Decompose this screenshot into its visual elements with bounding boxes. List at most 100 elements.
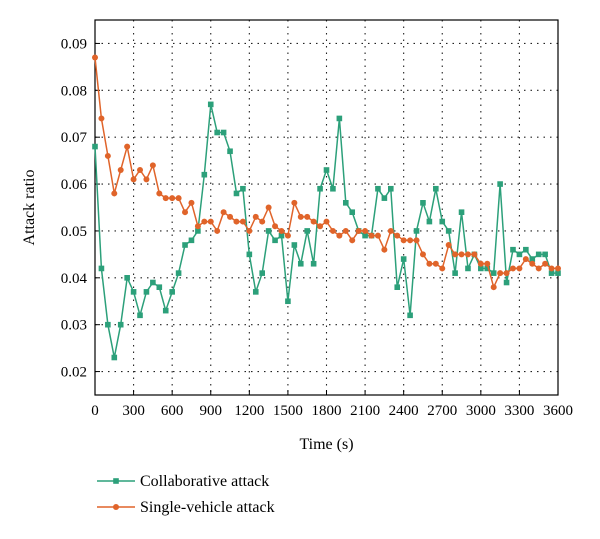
data-point-collaborative	[484, 265, 491, 272]
x-tick-label: 600	[161, 403, 184, 419]
data-point-single-vehicle	[117, 167, 124, 173]
y-tick-label: 0.08	[61, 83, 87, 99]
data-point-collaborative	[130, 289, 137, 295]
ticks: 0 300 600 900 1200 1500 1800 2100 2400 2700 3000 33…	[61, 36, 573, 419]
x-tick-label: 300	[122, 403, 145, 419]
x-tick-label: 0	[91, 403, 99, 419]
x-tick-label: 3000	[466, 403, 496, 419]
data-point-single-vehicle	[464, 251, 471, 258]
data-point-single-vehicle	[310, 218, 317, 225]
x-axis-label: Time (s)	[299, 436, 353, 453]
x-tick-label: 2400	[389, 403, 419, 419]
data-point-single-vehicle	[509, 265, 516, 272]
data-point-single-vehicle	[445, 242, 452, 248]
legend-marker-collaborative	[113, 478, 119, 484]
y-tick-label: 0.02	[61, 365, 87, 381]
data-point-collaborative	[92, 143, 98, 150]
data-point-single-vehicle	[220, 209, 227, 216]
data-point-collaborative	[201, 171, 208, 178]
data-point-single-vehicle	[201, 218, 208, 225]
data-point-collaborative	[542, 251, 548, 258]
data-point-collaborative	[503, 279, 510, 286]
data-point-collaborative	[265, 228, 272, 234]
y-tick-label: 0.03	[61, 318, 87, 334]
data-point-collaborative	[188, 237, 195, 244]
series	[92, 54, 561, 361]
data-point-collaborative	[490, 270, 497, 276]
data-point-collaborative	[555, 270, 561, 276]
data-point-single-vehicle	[149, 162, 156, 169]
y-tick-label: 0.07	[61, 130, 88, 146]
data-point-collaborative	[317, 185, 323, 192]
data-point-single-vehicle	[516, 265, 523, 272]
data-point-single-vehicle	[130, 176, 137, 183]
data-point-collaborative	[117, 321, 124, 328]
data-point-collaborative	[195, 228, 201, 234]
y-tick-label: 0.06	[61, 177, 88, 193]
data-point-single-vehicle	[413, 237, 420, 244]
data-point-single-vehicle	[503, 270, 510, 277]
data-point-single-vehicle	[227, 213, 234, 220]
data-point-single-vehicle	[355, 227, 362, 234]
data-point-single-vehicle	[323, 218, 330, 225]
data-point-single-vehicle	[124, 143, 131, 150]
x-tick-label: 3300	[504, 403, 534, 419]
data-point-collaborative	[278, 232, 285, 239]
data-point-collaborative	[310, 260, 317, 267]
data-point-single-vehicle	[252, 213, 259, 220]
data-point-collaborative	[458, 209, 465, 215]
data-point-single-vehicle	[529, 260, 536, 267]
data-point-single-vehicle	[265, 204, 272, 211]
data-point-single-vehicle	[169, 195, 176, 202]
data-point-single-vehicle	[458, 251, 465, 258]
data-point-collaborative	[246, 251, 253, 258]
data-point-collaborative	[342, 200, 349, 206]
data-point-single-vehicle	[490, 284, 497, 291]
data-point-single-vehicle	[259, 218, 266, 225]
x-tick-label: 2100	[350, 403, 380, 419]
data-point-single-vehicle	[291, 199, 298, 206]
data-point-collaborative	[452, 270, 458, 276]
data-point-single-vehicle	[471, 251, 478, 258]
data-point-single-vehicle	[387, 227, 394, 234]
data-point-single-vehicle	[522, 256, 529, 263]
data-point-single-vehicle	[497, 270, 504, 277]
data-point-single-vehicle	[407, 237, 414, 244]
data-point-single-vehicle	[194, 223, 201, 230]
data-point-single-vehicle	[336, 232, 343, 239]
legend-label-single-vehicle: Single-vehicle attack	[140, 499, 275, 516]
data-point-collaborative	[111, 354, 118, 361]
data-point-collaborative	[233, 190, 240, 197]
data-point-collaborative	[285, 298, 291, 305]
data-point-collaborative	[175, 270, 182, 276]
data-point-collaborative	[252, 289, 259, 295]
data-point-single-vehicle	[233, 218, 240, 225]
legend: Collaborative attack Single-vehicle atta…	[97, 473, 275, 516]
data-point-collaborative	[169, 289, 175, 295]
legend-label-collaborative: Collaborative attack	[140, 473, 269, 490]
y-tick-label: 0.09	[61, 36, 87, 52]
data-point-single-vehicle	[188, 199, 195, 206]
data-point-collaborative	[323, 167, 330, 173]
legend-marker-single-vehicle	[113, 504, 119, 510]
data-point-collaborative	[124, 275, 130, 281]
data-point-collaborative	[381, 195, 388, 201]
data-point-single-vehicle	[111, 190, 118, 197]
data-point-collaborative	[150, 279, 156, 286]
data-point-single-vehicle	[317, 223, 324, 230]
legend-item-single-vehicle: Single-vehicle attack	[97, 499, 275, 516]
data-point-collaborative	[220, 129, 227, 136]
data-point-collaborative	[137, 312, 143, 319]
data-point-single-vehicle	[304, 213, 311, 220]
data-point-collaborative	[529, 256, 536, 262]
data-point-single-vehicle	[297, 213, 304, 220]
data-point-collaborative	[523, 246, 529, 253]
data-point-collaborative	[388, 185, 394, 192]
data-point-single-vehicle	[426, 260, 433, 267]
data-point-collaborative	[304, 228, 311, 234]
data-point-collaborative	[291, 242, 298, 248]
data-point-single-vehicle	[349, 237, 356, 244]
data-point-single-vehicle	[439, 265, 446, 272]
